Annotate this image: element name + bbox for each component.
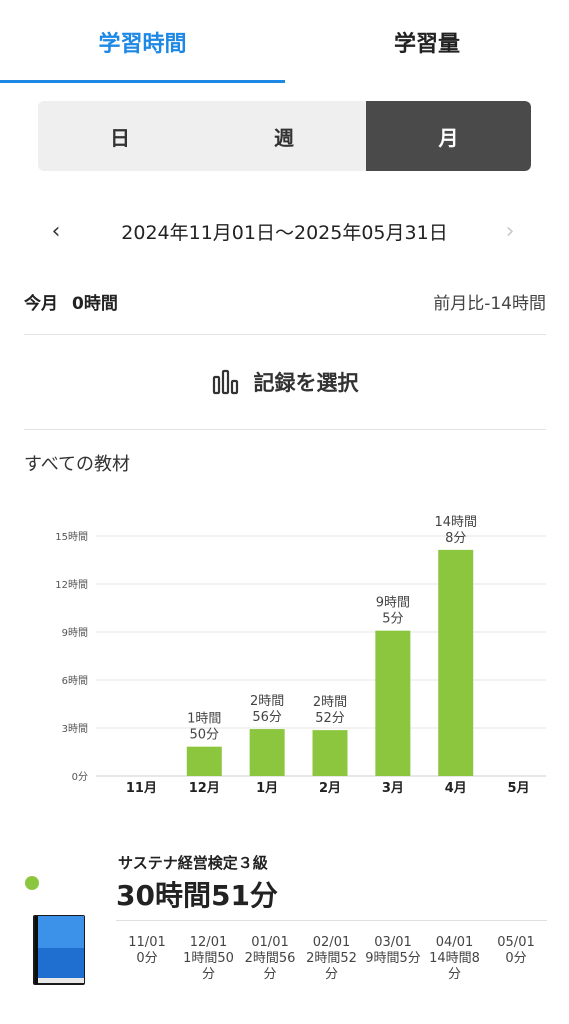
top-tabs: 学習時間 学習量 xyxy=(0,0,569,84)
month-divider xyxy=(239,920,301,921)
y-tick-label: 9時間 xyxy=(62,627,88,639)
bar xyxy=(249,729,285,776)
monthly-study-time-chart: 0分 3時間 6時間 9時間 12時間 15時間 11月 1時間 50分 12月 2時間 56分 1月 2… xyxy=(0,500,569,810)
data-label: 9時間 xyxy=(376,596,410,611)
month-breakdown-item: 02/01 2時間52分 xyxy=(300,920,363,983)
month-breakdown-item: 03/01 9時間5分 xyxy=(362,920,424,967)
data-label: 14時間 xyxy=(434,515,477,530)
month-date: 03/01 xyxy=(374,935,412,950)
data-label: 5分 xyxy=(382,612,403,627)
divider xyxy=(24,429,546,430)
this-month-summary: 今月 0時間 xyxy=(24,284,118,318)
month-time: 14時間8分 xyxy=(429,951,480,982)
chevron-left-icon[interactable]: ‹ xyxy=(51,218,61,244)
data-label: 50分 xyxy=(190,728,220,743)
month-divider xyxy=(485,920,547,921)
active-tab-indicator xyxy=(0,80,285,83)
segment-week[interactable]: 週 xyxy=(274,125,294,150)
previous-month-comparison: 前月比-14時間 xyxy=(433,293,546,314)
segment-month[interactable]: 月 xyxy=(366,101,531,171)
month-breakdown-item: 12/01 1時間50分 xyxy=(177,920,240,983)
y-tick-label: 6時間 xyxy=(62,675,88,687)
month-date: 11/01 xyxy=(128,935,166,950)
x-tick-label: 1月 xyxy=(256,781,278,796)
bar-chart-icon xyxy=(212,369,238,395)
bar xyxy=(186,746,222,776)
this-month-label: 今月 xyxy=(24,293,58,314)
month-divider xyxy=(362,920,424,921)
date-range-label: 2024年11月01日〜2025年05月31日 xyxy=(121,221,448,244)
month-time: 2時間56分 xyxy=(244,951,296,982)
course-card[interactable]: サステナ経営検定３級 30時間51分 11/01 0分 12/01 1時間50分 01/… xyxy=(0,840,569,1024)
course-monthly-breakdown: 11/01 0分 12/01 1時間50分 01/01 2時間56分 02/01 2時間52分… xyxy=(116,920,547,1020)
x-tick-label: 4月 xyxy=(445,781,467,796)
x-tick-label: 5月 xyxy=(508,781,530,796)
month-breakdown-item: 04/01 14時間8分 xyxy=(423,920,486,983)
x-tick-label: 12月 xyxy=(189,781,220,796)
y-tick-label: 3時間 xyxy=(62,723,88,735)
y-tick-label: 12時間 xyxy=(55,579,88,591)
month-divider xyxy=(177,920,240,921)
data-label: 2時間 xyxy=(313,695,347,710)
period-segmented-control: 日 週 月 xyxy=(38,101,531,171)
segment-day[interactable]: 日 xyxy=(110,125,130,150)
x-tick-label: 3月 xyxy=(382,781,404,796)
month-date: 04/01 xyxy=(435,935,474,950)
divider xyxy=(24,334,546,335)
month-time: 1時間50分 xyxy=(183,951,234,982)
bar xyxy=(312,730,348,776)
tab-study-amount[interactable]: 学習量 xyxy=(393,32,460,57)
y-tick-label: 15時間 xyxy=(55,531,88,543)
data-label: 56分 xyxy=(252,710,282,725)
month-divider xyxy=(423,920,486,921)
month-time: 0分 xyxy=(136,951,158,966)
book-icon xyxy=(33,915,85,985)
chevron-right-icon[interactable]: › xyxy=(505,218,515,244)
month-date: 02/01 xyxy=(312,935,351,950)
month-time: 9時間5分 xyxy=(365,951,421,966)
bar-chart: 0分3時間6時間9時間12時間15時間11月1時間50分12月2時間56分1月2… xyxy=(55,515,546,796)
data-label: 52分 xyxy=(315,711,345,726)
select-record-label: 記録を選択 xyxy=(253,371,359,395)
material-filter-label: すべての教材 xyxy=(24,454,131,475)
course-color-dot xyxy=(25,876,39,890)
date-range-row: ‹ 2024年11月01日〜2025年05月31日 › xyxy=(0,208,569,254)
month-date: 05/01 xyxy=(497,935,535,950)
y-tick-label: 0分 xyxy=(72,771,88,783)
bar xyxy=(375,630,411,776)
course-total-time: 30時間51分 xyxy=(116,879,278,912)
tab-study-time[interactable]: 学習時間 xyxy=(98,32,187,57)
data-label: 2時間 xyxy=(250,694,284,709)
this-month-value: 0時間 xyxy=(72,293,118,314)
data-label: 1時間 xyxy=(187,712,221,727)
month-breakdown-item: 11/01 0分 xyxy=(116,920,178,967)
x-tick-label: 11月 xyxy=(126,781,157,796)
monthly-summary: 今月 0時間 前月比-14時間 xyxy=(24,284,546,318)
select-record-button[interactable]: 記録を選択 xyxy=(24,336,546,428)
x-tick-label: 2月 xyxy=(319,781,341,796)
month-breakdown-item: 05/01 0分 xyxy=(485,920,547,967)
month-date: 01/01 xyxy=(251,935,289,950)
month-date: 12/01 xyxy=(189,935,228,950)
month-divider xyxy=(116,920,178,921)
month-divider xyxy=(300,920,363,921)
month-time: 0分 xyxy=(505,951,527,966)
month-time: 2時間52分 xyxy=(306,951,357,982)
bar xyxy=(438,549,474,776)
data-label: 8分 xyxy=(445,531,466,546)
course-title: サステナ経営検定３級 xyxy=(118,854,268,872)
month-breakdown-item: 01/01 2時間56分 xyxy=(239,920,301,983)
